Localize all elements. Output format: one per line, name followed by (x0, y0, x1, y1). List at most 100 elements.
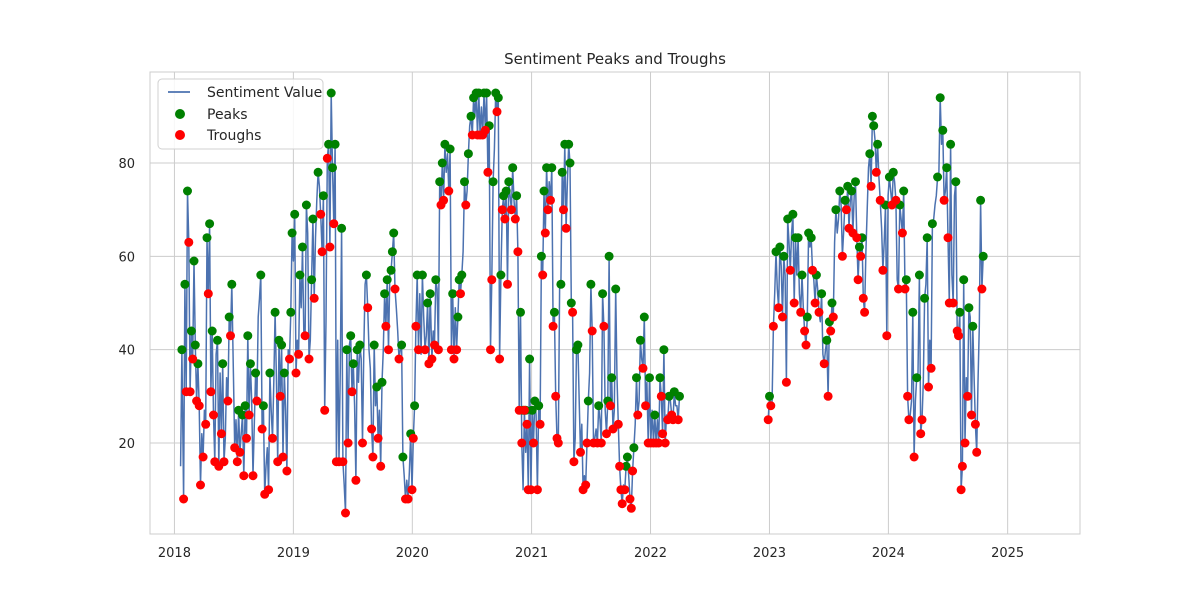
trough-point (823, 391, 833, 401)
peak-point (765, 391, 774, 401)
trough-point (581, 480, 591, 490)
trough-point (948, 298, 958, 308)
peak-point (386, 265, 396, 275)
x-tick-label: 2024 (872, 546, 905, 561)
trough-point (828, 312, 838, 322)
trough-point (242, 433, 251, 443)
trough-point (656, 391, 666, 401)
trough-point (943, 233, 953, 243)
peak-point (573, 340, 583, 350)
peak-point (298, 242, 307, 252)
peak-point (324, 139, 334, 149)
peak-point (901, 275, 911, 285)
trough-point (483, 167, 493, 177)
peak-point (186, 326, 196, 336)
trough-point (294, 349, 304, 359)
peak-point (308, 214, 318, 224)
x-tick-label: 2023 (753, 546, 786, 561)
legend-label-peaks: Peaks (207, 107, 248, 123)
peak-point (978, 251, 988, 261)
peak-point (425, 289, 435, 299)
trough-point (853, 275, 863, 285)
trough-point (492, 107, 502, 117)
peak-point (831, 205, 841, 215)
trough-point (433, 345, 443, 355)
trough-point (257, 424, 267, 434)
trough-point (456, 289, 465, 299)
peak-point (190, 340, 200, 350)
peak-point (377, 377, 387, 387)
trough-point (226, 331, 235, 341)
trough-point (587, 326, 597, 336)
peak-point (779, 251, 789, 261)
trough-point (916, 429, 926, 439)
trough-point (343, 438, 353, 448)
peak-point (539, 186, 549, 196)
trough-point (548, 321, 558, 331)
trough-point (852, 233, 862, 243)
trough-point (209, 410, 218, 420)
trough-point (628, 466, 638, 476)
trough-point (535, 419, 545, 429)
peak-point (286, 307, 296, 317)
trough-point (841, 205, 851, 215)
peak-point (622, 452, 632, 462)
trough-point (553, 438, 563, 448)
x-tick-label: 2019 (277, 546, 310, 561)
peak-point (387, 247, 397, 257)
trough-point (967, 410, 976, 420)
trough-point (408, 433, 418, 443)
peak-point (888, 167, 898, 177)
peak-point (437, 158, 447, 168)
trough-point (282, 466, 292, 476)
peak-point (417, 270, 427, 280)
y-tick-labels: 20 40 60 80 (118, 157, 135, 452)
trough-point (882, 331, 892, 341)
peak-point (287, 228, 297, 238)
peak-point (611, 284, 621, 294)
trough-point (871, 167, 881, 177)
peak-point (806, 233, 816, 243)
peak-point (457, 270, 467, 280)
peak-point (501, 186, 511, 196)
trough-point (875, 195, 885, 205)
trough-point (956, 485, 966, 495)
peak-point (655, 373, 665, 383)
x-tick-label: 2021 (515, 546, 548, 561)
peak-point (277, 340, 287, 350)
peak-point (516, 307, 525, 317)
peak-point (547, 163, 557, 173)
trough-point (522, 419, 532, 429)
trough-point (487, 275, 497, 285)
peak-point (869, 121, 879, 131)
trough-point (620, 485, 630, 495)
x-tick-label: 2020 (396, 546, 429, 561)
peak-markers (177, 88, 988, 471)
trough-point (615, 461, 625, 471)
peak-point (847, 186, 857, 196)
trough-point (486, 345, 495, 355)
x-tick-label: 2025 (991, 546, 1024, 561)
x-tick-labels: 2018 2019 2020 2021 2022 2023 2024 2025 (158, 546, 1024, 561)
trough-point (480, 125, 490, 135)
trough-point (917, 415, 927, 425)
trough-point (427, 354, 437, 364)
trough-point (278, 452, 288, 462)
peak-point (380, 289, 390, 299)
trough-point (860, 307, 870, 317)
peak-point (536, 251, 546, 261)
trough-point (411, 321, 421, 331)
legend-label-sentiment-value: Sentiment Value (207, 85, 322, 101)
peak-point (635, 335, 645, 345)
trough-point (317, 247, 327, 257)
peak-point (301, 200, 311, 210)
peak-point (189, 256, 199, 266)
trough-point (244, 410, 254, 420)
trough-point (347, 387, 357, 397)
trough-point (977, 284, 987, 294)
trough-point (894, 284, 903, 294)
peak-point (534, 401, 544, 411)
peak-point (508, 163, 518, 173)
peak-point (914, 270, 924, 280)
trough-point (617, 499, 627, 509)
